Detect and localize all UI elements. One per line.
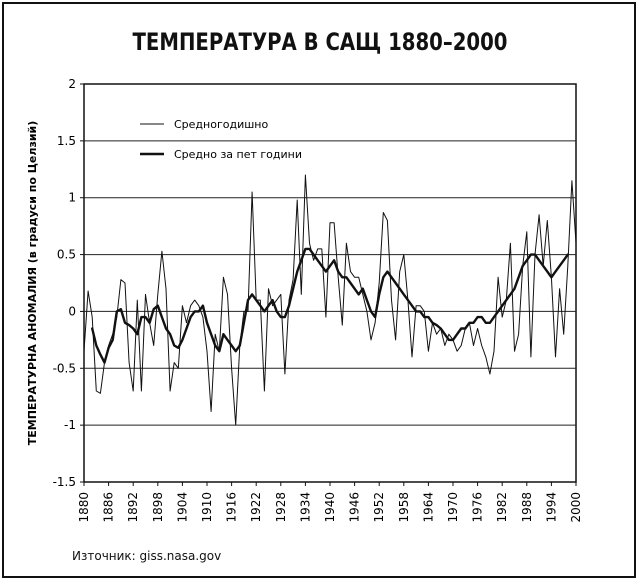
y-tick-label: -1 bbox=[64, 418, 76, 432]
x-tick-label: 1922 bbox=[249, 492, 263, 523]
legend-label-five-year: Средно за пет години bbox=[174, 148, 302, 161]
x-tick-label: 1928 bbox=[274, 492, 288, 523]
x-tick-label: 1958 bbox=[397, 492, 411, 523]
x-tick-label: 1988 bbox=[520, 492, 534, 523]
x-tick-label: 1880 bbox=[77, 492, 91, 523]
x-tick-label: 2000 bbox=[569, 492, 583, 523]
y-tick-label: 0.5 bbox=[57, 248, 76, 262]
plot-area bbox=[83, 83, 577, 483]
y-tick-label: -1.5 bbox=[53, 475, 76, 489]
x-tick-label: 1970 bbox=[446, 492, 460, 523]
x-tick-label: 1886 bbox=[102, 492, 116, 523]
x-tick-label: 1934 bbox=[298, 492, 312, 523]
x-tick-label: 1946 bbox=[348, 492, 362, 523]
x-tick-label: 1976 bbox=[471, 492, 485, 523]
y-tick-label: 1 bbox=[68, 191, 76, 205]
chart-title: ТЕМПЕРАТУРА В САЩ 1880–2000 bbox=[132, 28, 508, 56]
source-note: Източник: giss.nasa.gov bbox=[72, 549, 222, 563]
y-tick-label: 0 bbox=[68, 304, 76, 318]
y-tick-label: 2 bbox=[68, 77, 76, 91]
x-tick-label: 1964 bbox=[421, 492, 435, 523]
x-tick-label: 1916 bbox=[225, 492, 239, 523]
x-tick-label: 1898 bbox=[151, 492, 165, 523]
x-tick-label: 1910 bbox=[200, 492, 214, 523]
x-tick-label: 1952 bbox=[372, 492, 386, 523]
x-tick-label: 1904 bbox=[175, 492, 189, 523]
x-tick-label: 1994 bbox=[544, 492, 558, 523]
x-tick-label: 1940 bbox=[323, 492, 337, 523]
y-axis-label: ТЕМПЕРАТУРНА АНОМАЛИЯ (в градуси по Целз… bbox=[26, 121, 39, 446]
annual-series-line bbox=[83, 174, 577, 426]
y-tick-label: -0.5 bbox=[53, 361, 76, 375]
y-tick-label: 1.5 bbox=[57, 134, 76, 148]
x-tick-label: 1982 bbox=[495, 492, 509, 523]
x-tick-label: 1892 bbox=[126, 492, 140, 523]
legend-label-annual: Средногодишно bbox=[174, 118, 268, 131]
five-year-series-line bbox=[90, 247, 569, 364]
